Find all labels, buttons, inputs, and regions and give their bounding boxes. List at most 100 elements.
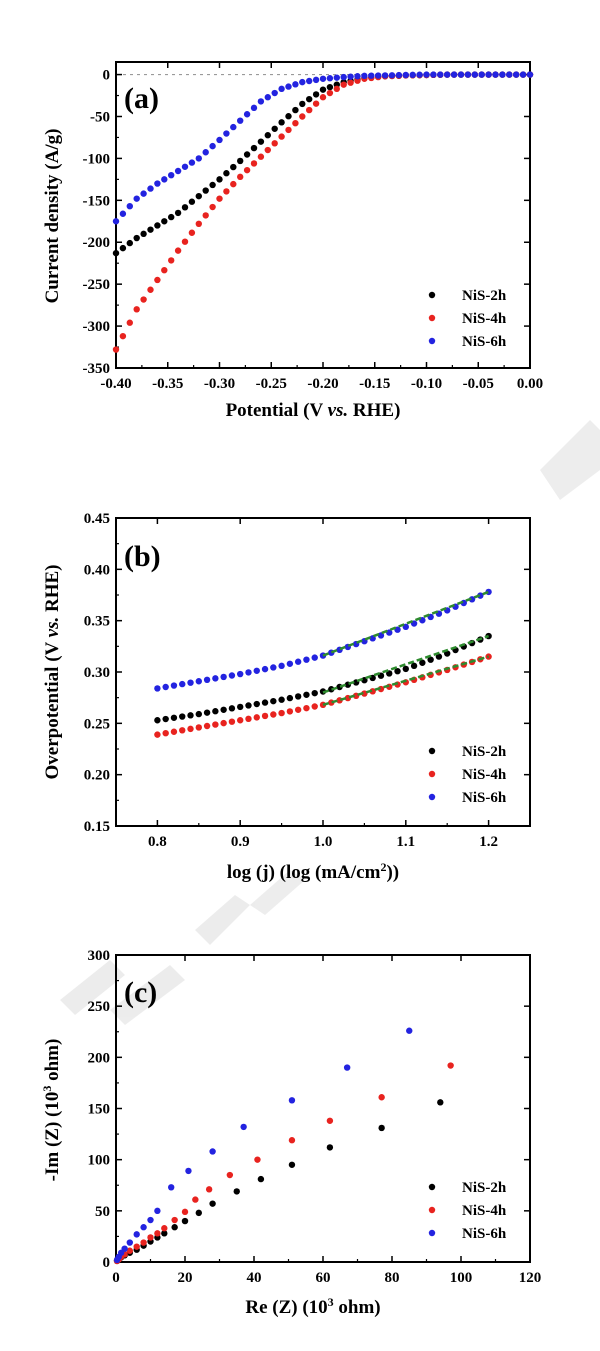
data-point	[271, 140, 278, 147]
data-point	[209, 1148, 216, 1155]
data-point	[419, 659, 426, 666]
data-point	[179, 727, 186, 734]
data-point	[286, 660, 294, 667]
data-point	[437, 71, 444, 78]
x-tick-label: 0.00	[517, 376, 543, 392]
x-tick-label: 100	[450, 1270, 473, 1286]
data-point	[230, 123, 237, 131]
x-axis-title: log (j) (log (mA/cm2))	[227, 860, 399, 883]
legend-label: NiS-4h	[462, 1203, 507, 1219]
data-point	[154, 276, 161, 284]
chart-panel-b: 0.8 0.9 1.0 1.1 1.2 0.15 0.20 0.25 0.30 0.35 0.40 0…	[42, 511, 531, 883]
data-point	[216, 136, 223, 144]
data-point	[119, 244, 127, 252]
data-point	[209, 1200, 216, 1207]
y-tick-label: -50	[90, 109, 110, 125]
data-point	[203, 722, 211, 730]
x-tick-label: -0.30	[204, 376, 235, 392]
data-point	[181, 1208, 189, 1216]
data-point	[245, 669, 252, 676]
data-point	[170, 682, 178, 689]
data-point	[257, 138, 265, 145]
data-point	[464, 71, 472, 78]
data-point	[378, 1094, 385, 1101]
data-point	[388, 72, 396, 79]
data-point	[250, 104, 258, 112]
data-point	[228, 718, 236, 725]
y-tick-label: -300	[83, 319, 111, 335]
panel-label: (b)	[124, 540, 161, 573]
data-point	[220, 719, 227, 727]
y-axis-title: Current density (A/g)	[42, 129, 63, 304]
x-tick-label: 0.8	[148, 834, 167, 850]
data-point	[250, 144, 258, 152]
chart-panel-a: -0.40 -0.35 -0.30 -0.25 -0.20 -0.15 -0.10 -0.05…	[42, 61, 543, 421]
data-point	[361, 72, 368, 80]
data-point	[126, 1247, 133, 1254]
data-point	[386, 670, 393, 677]
data-point	[203, 709, 211, 716]
data-point	[303, 704, 310, 712]
legend-label: NiS-4h	[462, 311, 507, 327]
data-point	[179, 713, 186, 720]
data-point	[119, 210, 127, 217]
x-tick-label: -0.40	[100, 376, 131, 392]
x-tick-label: 1.2	[479, 834, 498, 850]
tafel-fit-line	[322, 634, 490, 694]
data-point	[220, 706, 227, 713]
data-point	[394, 667, 401, 675]
y-tick-label: 150	[88, 1102, 111, 1118]
data-point	[333, 74, 340, 81]
data-point	[278, 119, 285, 126]
data-point	[161, 1225, 168, 1232]
data-point	[253, 714, 260, 721]
data-point	[326, 75, 334, 82]
data-point	[416, 71, 423, 78]
data-point	[112, 249, 120, 257]
data-point	[126, 319, 133, 326]
data-point	[243, 166, 251, 174]
data-point	[147, 1234, 154, 1241]
data-point	[526, 71, 534, 78]
data-point	[181, 204, 189, 211]
data-point	[168, 257, 175, 264]
data-point	[223, 170, 230, 177]
data-point	[477, 592, 484, 599]
y-tick-label: 0.20	[84, 768, 110, 784]
data-point	[212, 675, 219, 682]
series-nis-6h	[113, 1027, 413, 1264]
data-point	[447, 1062, 454, 1069]
x-tick-label: 0	[112, 1270, 120, 1286]
data-point	[347, 73, 354, 80]
data-point	[154, 1207, 161, 1215]
legend: NiS-2h NiS-4h NiS-6h	[428, 288, 507, 350]
y-tick-label: 250	[88, 999, 111, 1015]
data-point	[233, 1188, 240, 1195]
data-point	[406, 1027, 413, 1034]
data-point	[340, 81, 347, 88]
data-point	[303, 656, 310, 663]
data-point	[195, 678, 202, 685]
x-tick-label: -0.15	[359, 376, 390, 392]
data-point	[402, 665, 409, 673]
data-point	[140, 296, 147, 303]
legend-label: NiS-2h	[462, 1180, 507, 1196]
data-point	[278, 696, 285, 703]
data-point	[278, 133, 285, 140]
data-point	[147, 286, 154, 293]
data-point	[170, 728, 178, 735]
data-point	[271, 125, 278, 132]
data-point	[343, 1064, 351, 1071]
legend-label: NiS-6h	[462, 334, 507, 350]
data-point	[285, 126, 292, 134]
data-point	[319, 94, 327, 101]
y-tick-label: -100	[83, 151, 111, 167]
y-tick-label: 0.40	[84, 562, 110, 578]
data-point	[326, 1144, 334, 1151]
data-point	[205, 1186, 213, 1193]
data-point	[195, 724, 202, 731]
data-point	[209, 181, 216, 189]
tafel-fit-line	[322, 590, 490, 657]
data-point	[519, 71, 527, 78]
data-point	[312, 76, 320, 84]
